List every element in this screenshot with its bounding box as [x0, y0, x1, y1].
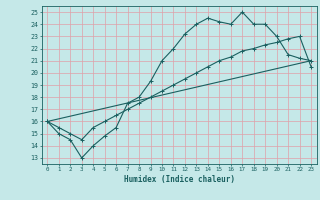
X-axis label: Humidex (Indice chaleur): Humidex (Indice chaleur): [124, 175, 235, 184]
